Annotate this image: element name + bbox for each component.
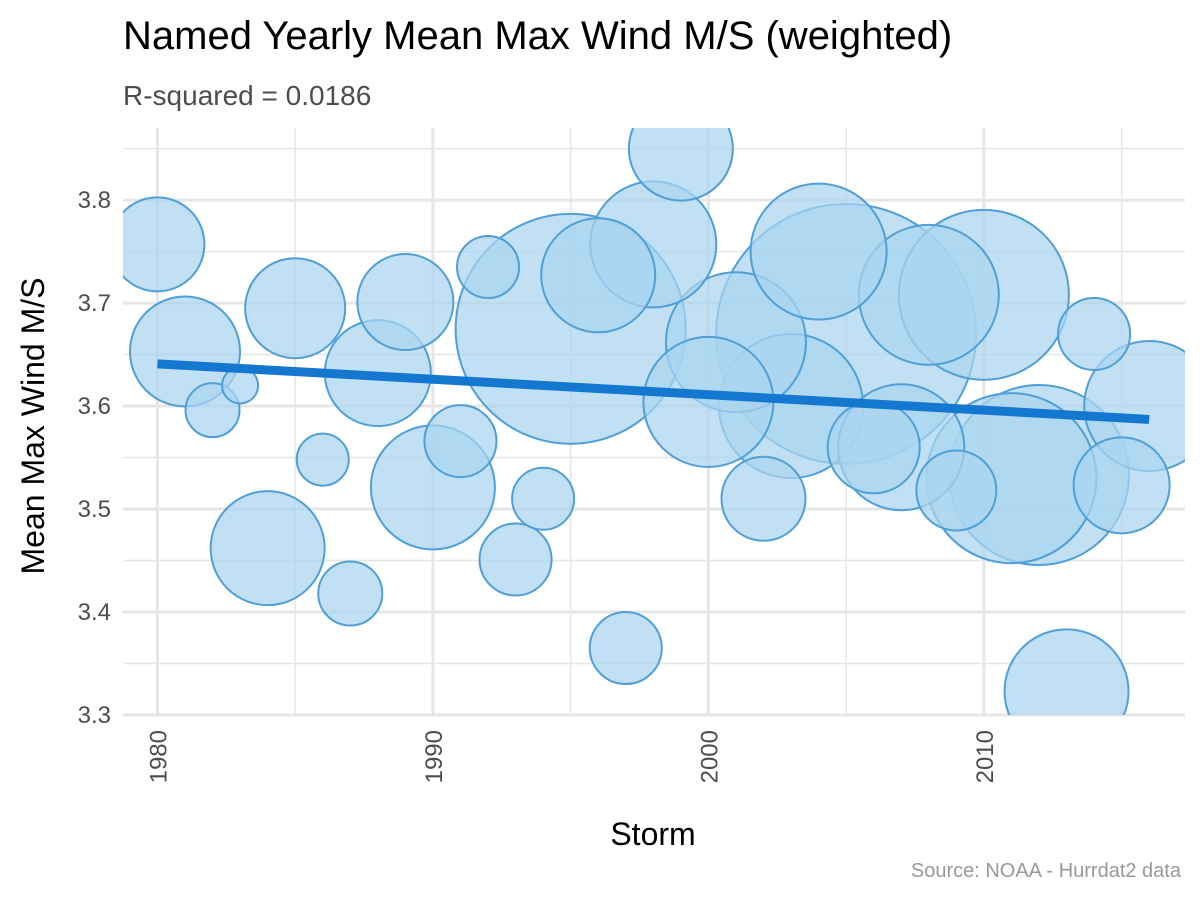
y-axis-title: Mean Max Wind M/S bbox=[15, 278, 51, 575]
data-bubble bbox=[356, 253, 455, 352]
bubbles bbox=[123, 128, 1185, 715]
data-bubble bbox=[540, 217, 657, 334]
data-bubble bbox=[1072, 436, 1171, 535]
data-bubble bbox=[588, 611, 663, 686]
data-bubble bbox=[123, 196, 206, 293]
chart-title: Named Yearly Mean Max Wind M/S (weighted… bbox=[123, 14, 953, 58]
chart-subtitle: R-squared = 0.0186 bbox=[123, 80, 372, 111]
y-tick-label: 3.7 bbox=[78, 290, 111, 317]
x-tick-label: 2010 bbox=[972, 730, 999, 783]
y-tick-label: 3.8 bbox=[78, 187, 111, 214]
data-bubble bbox=[720, 455, 807, 542]
x-tick-label: 1980 bbox=[145, 730, 172, 783]
data-bubble bbox=[423, 404, 498, 479]
data-bubble bbox=[317, 560, 384, 627]
trend-line bbox=[157, 359, 1150, 424]
data-bubble bbox=[642, 335, 775, 468]
data-bubble bbox=[209, 490, 326, 607]
data-bubble bbox=[244, 257, 347, 360]
data-bubble bbox=[915, 449, 998, 532]
data-bubble bbox=[456, 235, 521, 300]
y-tick-label: 3.4 bbox=[78, 599, 111, 626]
data-bubble bbox=[627, 128, 734, 202]
data-bubble bbox=[826, 400, 921, 495]
data-bubble bbox=[1003, 628, 1130, 715]
y-tick-label: 3.3 bbox=[78, 702, 111, 729]
data-bubble bbox=[511, 466, 576, 531]
trend-line-layer bbox=[157, 359, 1150, 424]
y-tick-label: 3.5 bbox=[78, 496, 111, 523]
data-bubble bbox=[749, 182, 888, 321]
y-tick-label: 3.6 bbox=[78, 393, 111, 420]
data-bubble bbox=[1057, 296, 1132, 371]
data-bubble bbox=[478, 522, 553, 597]
tick-labels: 3.3 3.4 3.5 3.6 3.7 3.8 1980 1990 2000 2010 bbox=[78, 187, 999, 783]
data-bubble bbox=[295, 432, 350, 487]
x-axis-title: Storm bbox=[610, 816, 695, 852]
source-caption: Source: NOAA - Hurrdat2 data bbox=[910, 860, 1181, 882]
x-tick-label: 2000 bbox=[696, 730, 723, 783]
x-tick-label: 1990 bbox=[421, 730, 448, 783]
